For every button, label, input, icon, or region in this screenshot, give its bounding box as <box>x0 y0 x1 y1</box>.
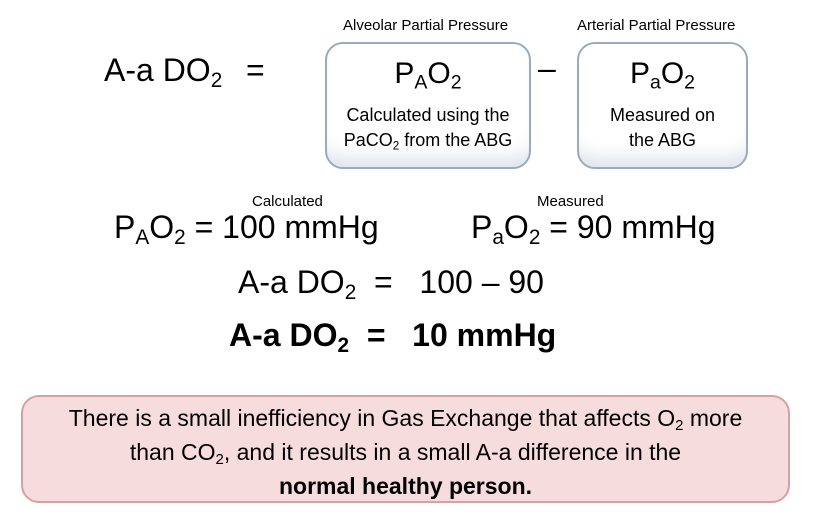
measured-label: Measured <box>537 193 604 210</box>
arterial-symbol: PaO2 <box>629 57 696 94</box>
arterial-box: PaO2 Measured on the ABG <box>577 42 748 169</box>
formula-minus: – <box>538 50 556 86</box>
alveolar-header: Alveolar Partial Pressure <box>343 17 509 34</box>
alveolar-description: Calculated using the PaCO2 from the ABG <box>343 105 513 153</box>
explanation-note: There is a small inefficiency in Gas Exc… <box>21 395 790 503</box>
calculated-label: Calculated <box>252 193 323 210</box>
formula-equals: = <box>246 52 265 88</box>
alveolar-value-line: PAO2 = 100 mmHg <box>114 209 379 249</box>
arterial-value-line: PaO2 = 90 mmHg <box>471 209 716 249</box>
arterial-header: Arterial Partial Pressure <box>577 17 736 34</box>
note-line-2: than CO2, and it results in a small A-a … <box>129 439 682 469</box>
formula-lhs: A-a DO2 <box>104 52 223 92</box>
note-line-1: There is a small inefficiency in Gas Exc… <box>68 405 743 435</box>
arterial-description: Measured on the ABG <box>609 105 716 150</box>
difference-line: A-a DO2 = 100 – 90 <box>238 264 544 304</box>
note-line-3: normal healthy person. <box>278 473 533 499</box>
alveolar-box: PAO2 Calculated using the PaCO2 from the… <box>325 42 531 169</box>
alveolar-symbol: PAO2 <box>394 57 462 94</box>
result-line: A-a DO2 = 10 mmHg <box>229 317 557 357</box>
